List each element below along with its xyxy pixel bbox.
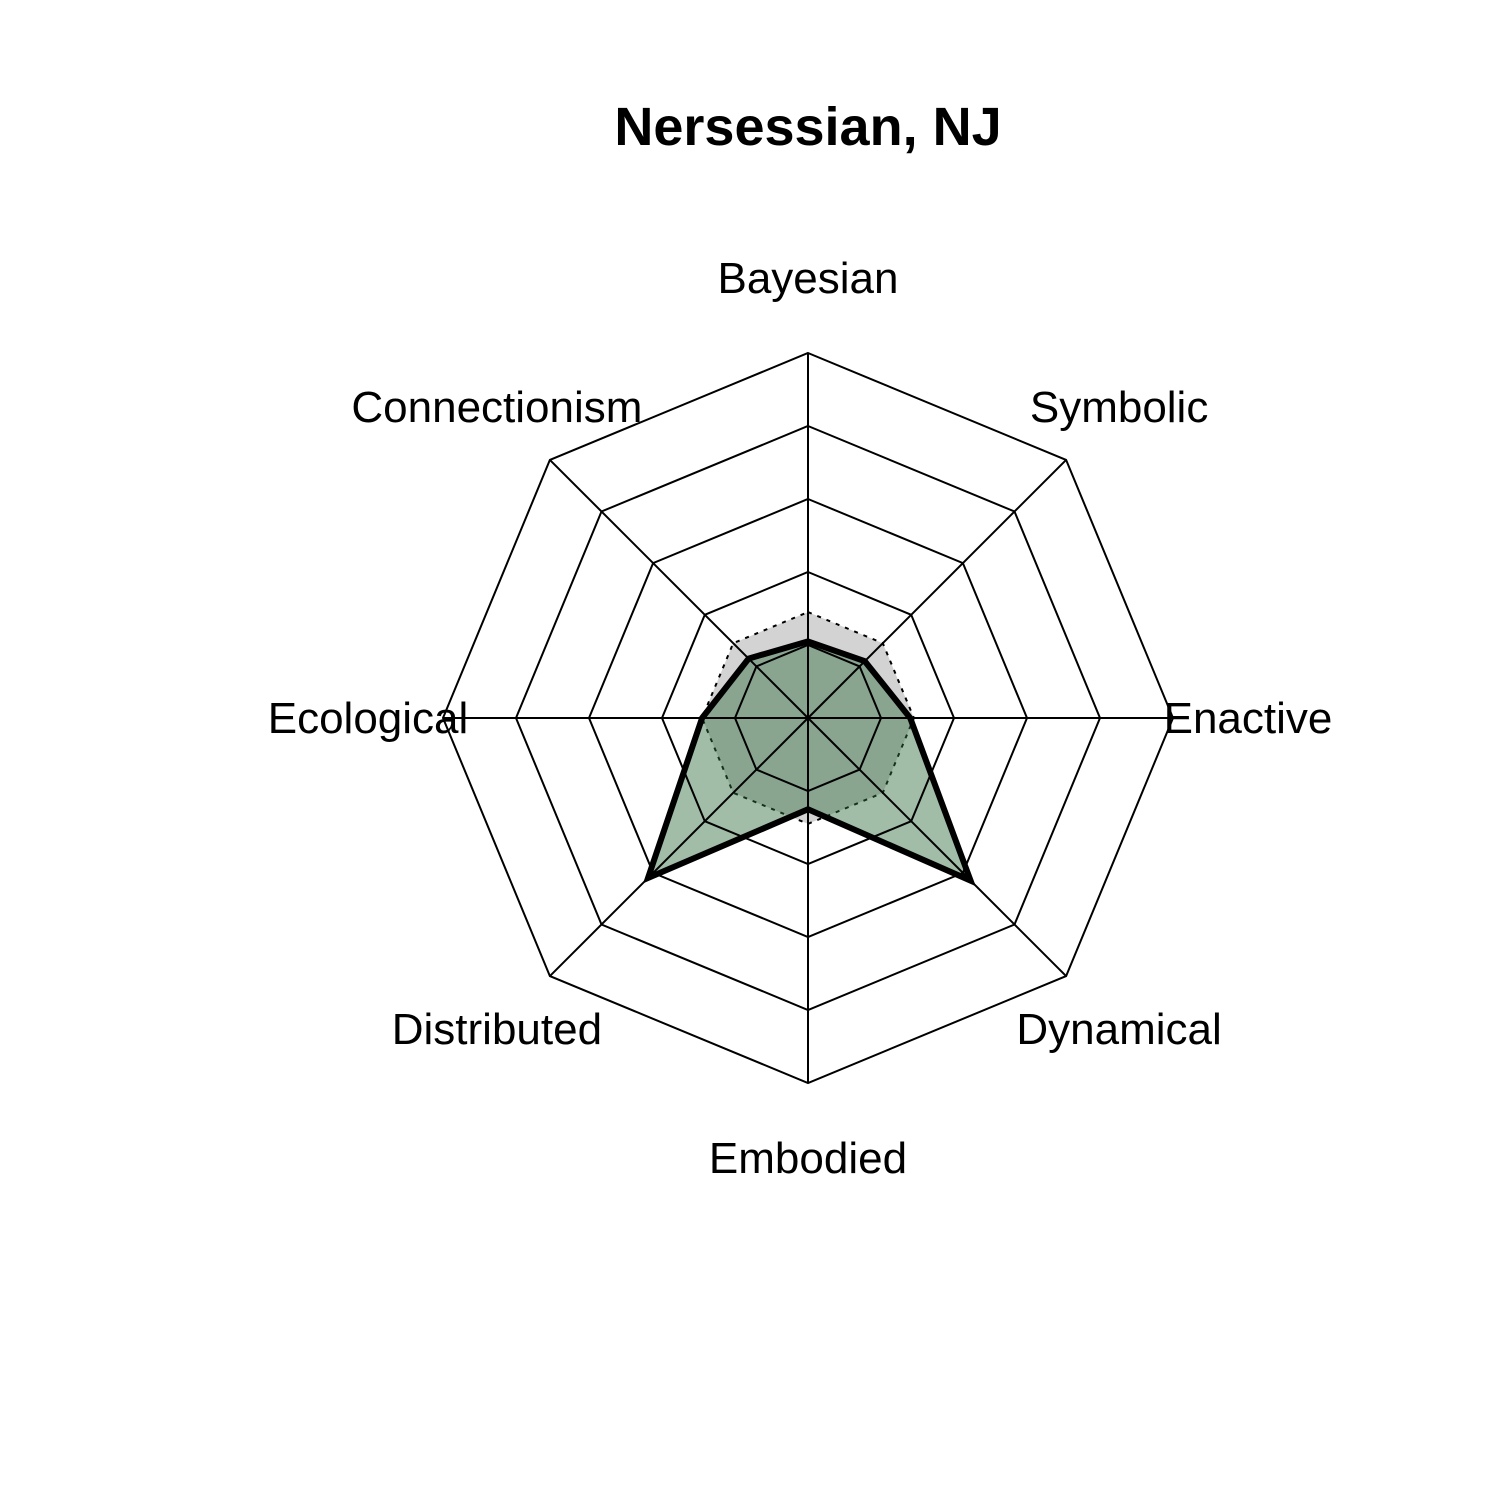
spoke-3 — [807, 717, 1067, 977]
spoke-7 — [549, 459, 809, 719]
axis-label-ecological: Ecological — [268, 694, 469, 743]
axis-label-enactive: Enactive — [1164, 694, 1333, 743]
radar-grid — [441, 351, 1175, 1085]
series-polygon-subject — [643, 638, 976, 887]
axis-label-distributed: Distributed — [392, 1005, 602, 1054]
spoke-1 — [807, 459, 1067, 719]
axis-label-symbolic: Symbolic — [1030, 383, 1209, 432]
axis-labels: Bayesian Symbolic Enactive Dynamical Embodie… — [268, 254, 1333, 1183]
axis-label-bayesian: Bayesian — [717, 254, 898, 303]
chart-title: Nersessian, NJ — [614, 97, 1001, 157]
axis-label-embodied: Embodied — [709, 1134, 907, 1183]
axis-label-connectionism: Connectionism — [351, 383, 642, 432]
axis-label-dynamical: Dynamical — [1016, 1005, 1221, 1054]
spoke-5 — [549, 717, 809, 977]
radar-series — [643, 611, 976, 887]
